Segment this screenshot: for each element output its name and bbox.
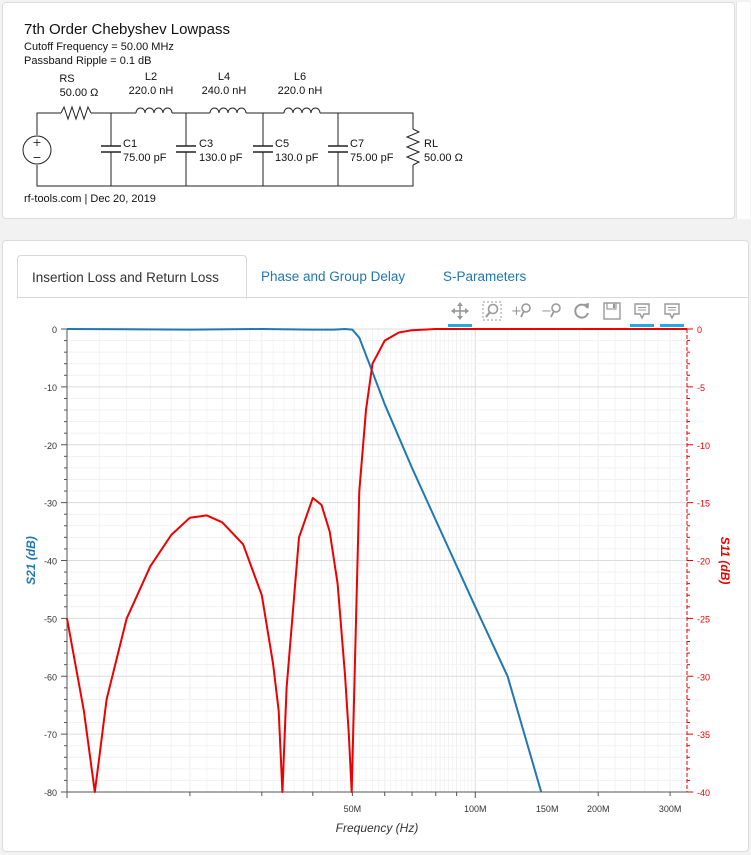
x-tick-label: 100M (464, 804, 487, 814)
source-minus: − (32, 151, 41, 164)
tab-insertion-return-loss[interactable]: Insertion Loss and Return Loss (17, 255, 247, 299)
rl-value: 50.00 Ω (424, 152, 463, 164)
l4-value: 240.0 nH (202, 85, 247, 97)
hover-icon[interactable] (660, 299, 684, 327)
y-tick-label: -10 (44, 383, 57, 393)
save-icon[interactable] (600, 299, 624, 323)
y-tick-label: -70 (44, 730, 57, 740)
zoom-in-icon[interactable]: + (510, 299, 534, 323)
y-right-axis-label: S11 (dB) (718, 537, 732, 585)
cutoff-frequency: Cutoff Frequency = 50.00 MHz (24, 41, 174, 53)
y-right-tick-label: -10 (697, 441, 710, 451)
x-tick-label: 50M (344, 804, 362, 814)
s11-line (66, 328, 687, 793)
y-axis-label: S21 (dB) (24, 536, 38, 585)
reset-icon[interactable] (570, 299, 594, 323)
x-axis-label: Frequency (Hz) (336, 821, 419, 835)
y-right-tick-label: -5 (697, 383, 705, 393)
x-tick-label: 200M (587, 804, 610, 814)
ground-wire (36, 165, 414, 187)
y-tick-label: -40 (44, 557, 57, 567)
l4-label: L4 (218, 71, 230, 83)
c1-label: C1 (123, 138, 137, 150)
svg-text:+: + (511, 304, 522, 319)
footer-credit: rf-tools.com | Dec 20, 2019 (24, 193, 156, 205)
l2-label: L2 (145, 71, 157, 83)
c1-value: 75.00 pF (123, 152, 167, 164)
y-right-tick-label: -35 (697, 730, 710, 740)
passband-ripple: Passband Ripple = 0.1 dB (24, 55, 152, 67)
y-right-tick-label: 0 (697, 325, 702, 335)
y-right-tick-label: -15 (697, 499, 710, 509)
chart-card: Insertion Loss and Return Loss Phase and… (2, 240, 749, 852)
tab-divider (17, 297, 748, 298)
y-right-tick-label: -40 (697, 788, 710, 798)
svg-text:−: − (541, 304, 552, 319)
l6-value: 220.0 nH (278, 85, 323, 97)
filter-title: 7th Order Chebyshev Lowpass (24, 21, 230, 38)
c7-value: 75.00 pF (350, 152, 394, 164)
wire (320, 112, 414, 129)
c5-label: C5 (275, 138, 289, 150)
y-tick-label: -30 (44, 499, 57, 509)
y-right-tick-label: -20 (697, 557, 710, 567)
c3-value: 130.0 pF (199, 152, 243, 164)
l6-label: L6 (294, 71, 306, 83)
scrollbar-strip[interactable] (736, 2, 750, 219)
l2-value: 220.0 nH (129, 85, 174, 97)
loss-chart[interactable]: 0 -10 -20 -30 -40 -50 -60 -70 -80 0 -5 -10 -15 -20 -25… (3, 241, 750, 853)
l4-inductor (209, 107, 247, 114)
l6-inductor (283, 107, 321, 114)
schematic-card: 7th Order Chebyshev Lowpass Cutoff Frequ… (2, 2, 735, 219)
rs-label: RS (59, 73, 74, 85)
rs-resistor (60, 105, 92, 121)
c5-value: 130.0 pF (275, 152, 319, 164)
x-tick-label: 150M (536, 804, 559, 814)
s21-line (66, 328, 543, 793)
rl-resistor (405, 128, 421, 166)
y-right-tick-label: -30 (697, 672, 710, 682)
voltage-source (22, 135, 52, 165)
l2-inductor (135, 107, 173, 114)
x-tick-label: 300M (659, 804, 682, 814)
y-tick-label: -50 (44, 614, 57, 624)
rl-label: RL (424, 138, 438, 150)
pan-icon[interactable] (448, 299, 472, 327)
tab-s-parameters[interactable]: S-Parameters (443, 269, 527, 284)
zoom-out-icon[interactable]: − (540, 299, 564, 323)
y-tick-label: 0 (52, 325, 57, 335)
source-top-wire (36, 112, 61, 135)
tab-phase-group-delay[interactable]: Phase and Group Delay (261, 269, 406, 284)
y-tick-label: -60 (44, 672, 57, 682)
y-tick-label: -80 (44, 788, 57, 798)
y-tick-label: -20 (44, 441, 57, 451)
hover-icon[interactable] (630, 299, 654, 327)
c3-label: C3 (199, 138, 213, 150)
source-plus: + (32, 136, 41, 149)
box-zoom-icon[interactable] (480, 299, 504, 323)
filter-schematic: RS 50.00 Ω L2 220.0 nH L4 240.0 nH L6 22… (22, 71, 463, 187)
y-right-tick-label: -25 (697, 614, 710, 624)
rs-value: 50.00 Ω (60, 87, 99, 99)
c7-label: C7 (350, 138, 364, 150)
